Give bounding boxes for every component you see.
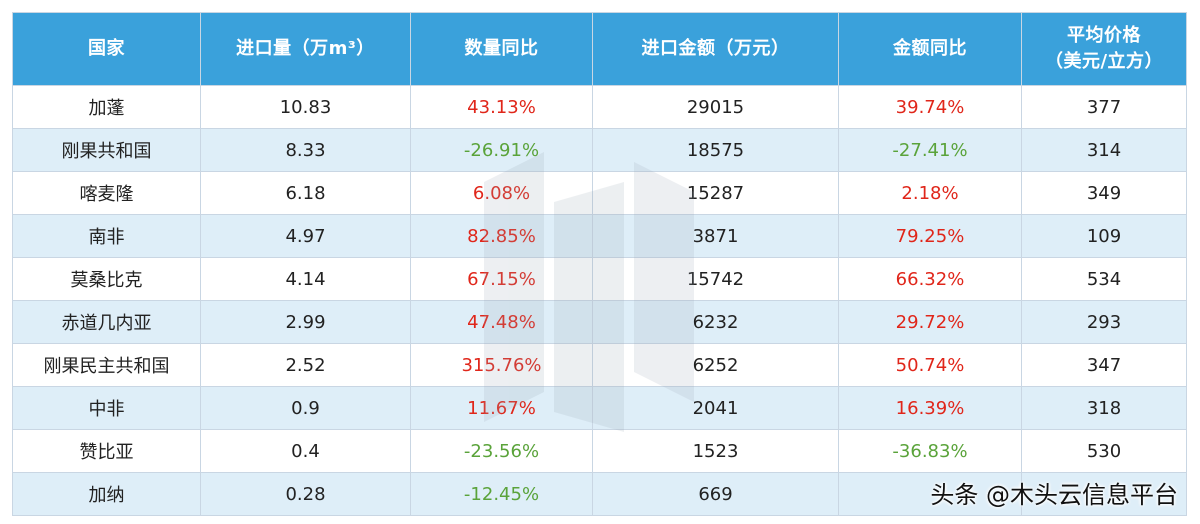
watermark-credit: 头条 @木头云信息平台 <box>930 481 1178 509</box>
cell-volume-yoy: 315.76% <box>410 343 593 387</box>
table-row: 刚果民主共和国 2.52 315.76% 6252 50.74% 347 <box>12 343 1187 387</box>
table-row: 加蓬 10.83 43.13% 29015 39.74% 377 <box>12 85 1187 129</box>
cell-amount-yoy: 29.72% <box>838 300 1022 344</box>
cell-volume-yoy: 47.48% <box>410 300 593 344</box>
cell-volume: 2.99 <box>200 300 411 344</box>
cell-avg-price <box>1021 472 1187 516</box>
header-avg-price: 平均价格 （美元/立方） <box>1021 12 1187 86</box>
cell-volume-yoy: -12.45% <box>410 472 593 516</box>
cell-volume: 10.83 <box>200 85 411 129</box>
cell-amount: 669 <box>592 472 839 516</box>
table-row: 刚果共和国 8.33 -26.91% 18575 -27.41% 314 <box>12 128 1187 172</box>
table-row: 赤道几内亚 2.99 47.48% 6232 29.72% 293 <box>12 300 1187 344</box>
table-row: 喀麦隆 6.18 6.08% 15287 2.18% 349 <box>12 171 1187 215</box>
header-avg-price-line1: 平均价格 <box>1067 25 1141 46</box>
cell-amount-yoy: 39.74% <box>838 85 1022 129</box>
cell-avg-price: 347 <box>1021 343 1187 387</box>
cell-country: 加纳 <box>12 472 201 516</box>
cell-volume: 0.4 <box>200 429 411 473</box>
header-amount: 进口金额（万元） <box>592 12 839 86</box>
table-row: 赞比亚 0.4 -23.56% 1523 -36.83% 530 <box>12 429 1187 473</box>
cell-amount: 2041 <box>592 386 839 430</box>
cell-amount-yoy: -36.83% <box>838 429 1022 473</box>
import-table-container: 国家 进口量（万m³） 数量同比 进口金额（万元） 金额同比 平均价格 （美元/… <box>12 12 1187 516</box>
cell-amount-yoy: 2.18% <box>838 171 1022 215</box>
cell-avg-price: 349 <box>1021 171 1187 215</box>
header-volume: 进口量（万m³） <box>200 12 411 86</box>
import-data-table: 国家 进口量（万m³） 数量同比 进口金额（万元） 金额同比 平均价格 （美元/… <box>12 12 1187 516</box>
cell-volume: 4.14 <box>200 257 411 301</box>
cell-country: 赤道几内亚 <box>12 300 201 344</box>
cell-avg-price: 293 <box>1021 300 1187 344</box>
cell-amount: 15742 <box>592 257 839 301</box>
cell-avg-price: 377 <box>1021 85 1187 129</box>
cell-volume: 6.18 <box>200 171 411 215</box>
cell-country: 赞比亚 <box>12 429 201 473</box>
cell-volume: 0.9 <box>200 386 411 430</box>
cell-country: 刚果共和国 <box>12 128 201 172</box>
cell-amount: 6232 <box>592 300 839 344</box>
cell-amount-yoy: 79.25% <box>838 214 1022 258</box>
header-amount-yoy: 金额同比 <box>838 12 1022 86</box>
cell-avg-price: 530 <box>1021 429 1187 473</box>
header-country: 国家 <box>12 12 201 86</box>
cell-country: 南非 <box>12 214 201 258</box>
cell-avg-price: 109 <box>1021 214 1187 258</box>
cell-volume-yoy: 6.08% <box>410 171 593 215</box>
cell-volume-yoy: -23.56% <box>410 429 593 473</box>
cell-amount-yoy: 66.32% <box>838 257 1022 301</box>
table-row: 南非 4.97 82.85% 3871 79.25% 109 <box>12 214 1187 258</box>
cell-volume: 0.28 <box>200 472 411 516</box>
cell-country: 喀麦隆 <box>12 171 201 215</box>
table-body: 加蓬 10.83 43.13% 29015 39.74% 377 刚果共和国 8.33 -26.… <box>12 85 1187 516</box>
cell-volume: 8.33 <box>200 128 411 172</box>
table-header-row: 国家 进口量（万m³） 数量同比 进口金额（万元） 金额同比 平均价格 （美元/… <box>12 12 1187 86</box>
cell-amount: 18575 <box>592 128 839 172</box>
cell-country: 莫桑比克 <box>12 257 201 301</box>
table-row: 莫桑比克 4.14 67.15% 15742 66.32% 534 <box>12 257 1187 301</box>
cell-country: 刚果民主共和国 <box>12 343 201 387</box>
cell-amount-yoy: -27.41% <box>838 128 1022 172</box>
cell-volume-yoy: 67.15% <box>410 257 593 301</box>
cell-amount: 1523 <box>592 429 839 473</box>
cell-amount-yoy: 50.74% <box>838 343 1022 387</box>
header-avg-price-line2: （美元/立方） <box>1044 51 1164 72</box>
cell-volume-yoy: 11.67% <box>410 386 593 430</box>
table-row: 中非 0.9 11.67% 2041 16.39% 318 <box>12 386 1187 430</box>
cell-volume-yoy: -26.91% <box>410 128 593 172</box>
cell-amount: 6252 <box>592 343 839 387</box>
cell-country: 中非 <box>12 386 201 430</box>
cell-amount-yoy <box>838 472 1022 516</box>
cell-avg-price: 314 <box>1021 128 1187 172</box>
cell-avg-price: 318 <box>1021 386 1187 430</box>
header-volume-yoy: 数量同比 <box>410 12 593 86</box>
cell-volume: 2.52 <box>200 343 411 387</box>
cell-country: 加蓬 <box>12 85 201 129</box>
cell-avg-price: 534 <box>1021 257 1187 301</box>
table-row: 加纳 0.28 -12.45% 669 <box>12 472 1187 516</box>
cell-volume: 4.97 <box>200 214 411 258</box>
cell-volume-yoy: 43.13% <box>410 85 593 129</box>
cell-amount-yoy: 16.39% <box>838 386 1022 430</box>
cell-volume-yoy: 82.85% <box>410 214 593 258</box>
cell-amount: 3871 <box>592 214 839 258</box>
cell-amount: 15287 <box>592 171 839 215</box>
cell-amount: 29015 <box>592 85 839 129</box>
